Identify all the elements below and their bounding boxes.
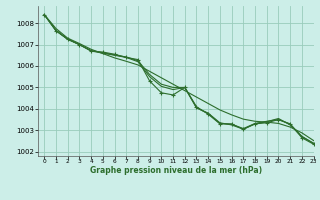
X-axis label: Graphe pression niveau de la mer (hPa): Graphe pression niveau de la mer (hPa) [90,166,262,175]
